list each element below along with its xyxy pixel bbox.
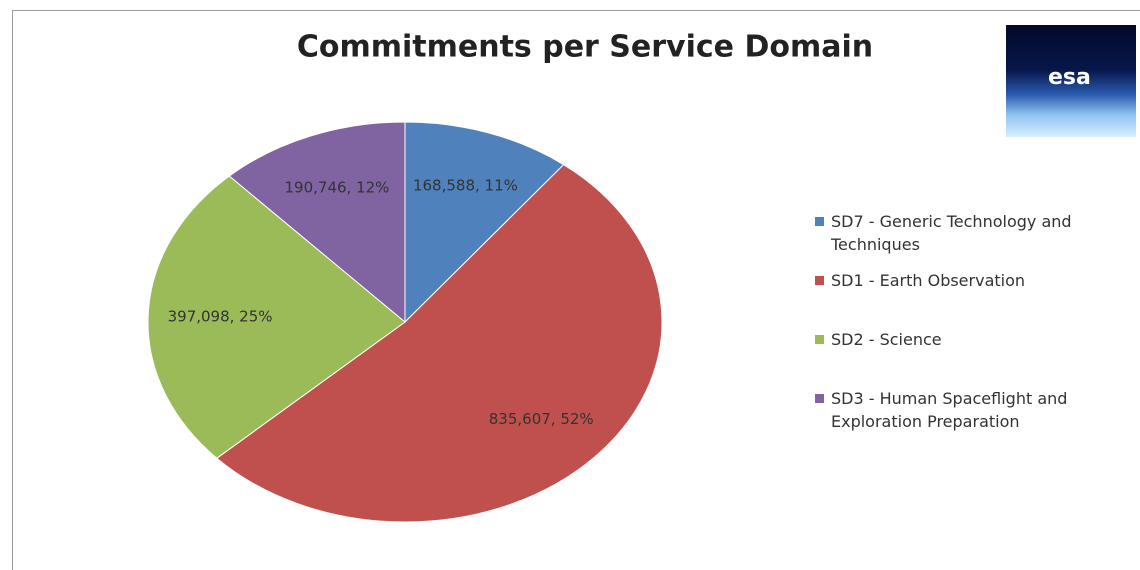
legend-item: SD2 - Science <box>815 328 1135 387</box>
logo-text: esa <box>1048 65 1091 90</box>
pie-slice <box>228 121 406 324</box>
legend-item: SD3 - Human Spaceflight and Exploration … <box>815 387 1135 446</box>
data-label: 168,588, 11% <box>413 176 518 194</box>
logo: esa <box>1006 25 1136 137</box>
pie-slice <box>216 164 663 523</box>
legend-label: SD7 - Generic Technology and Techniques <box>831 212 1072 254</box>
legend-label: SD2 - Science <box>831 330 942 349</box>
legend-item: SD1 - Earth Observation <box>815 269 1135 328</box>
data-label: 397,098, 25% <box>168 308 273 326</box>
data-label: 835,607, 52% <box>489 410 594 428</box>
legend-item: SD7 - Generic Technology and Techniques <box>815 210 1135 269</box>
pie-slice <box>404 121 565 324</box>
legend-swatch <box>815 394 824 403</box>
legend-swatch <box>815 217 824 226</box>
legend-swatch <box>815 276 824 285</box>
legend-label: SD3 - Human Spaceflight and Exploration … <box>831 389 1068 431</box>
legend: SD7 - Generic Technology and Techniques S… <box>815 210 1135 446</box>
pie-slice <box>147 175 406 459</box>
legend-swatch <box>815 335 824 344</box>
chart-title: Commitments per Service Domain <box>297 30 873 65</box>
data-label: 190,746, 12% <box>285 179 390 197</box>
chart-frame <box>12 10 1140 570</box>
legend-label: SD1 - Earth Observation <box>831 271 1026 290</box>
